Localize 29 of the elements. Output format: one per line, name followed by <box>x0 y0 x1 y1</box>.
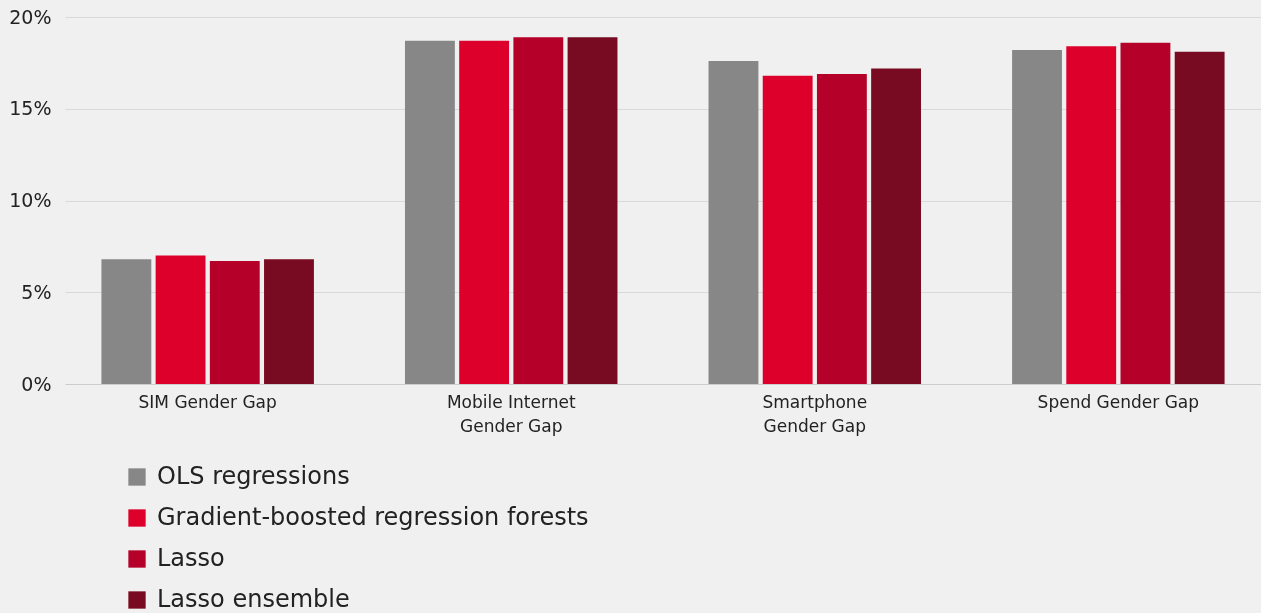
bar <box>264 259 314 384</box>
x-tick-label: Mobile Internet Gender Gap <box>446 391 576 436</box>
x-tick-label: Smartphone Gender Gap <box>762 391 868 436</box>
bar <box>708 61 759 384</box>
bar <box>155 255 206 384</box>
y-tick-label: 0% <box>21 372 52 395</box>
y-tick-label: 10% <box>9 189 52 211</box>
legend-label: OLS regressions <box>157 462 350 490</box>
x-tick-label: Spend Gender Gap <box>1037 391 1200 412</box>
bar <box>1012 50 1062 384</box>
y-tick-label: 5% <box>21 280 52 303</box>
bar <box>567 37 618 384</box>
legend-label: Lasso ensemble <box>157 585 350 613</box>
bar <box>816 73 867 384</box>
legend-label: Lasso <box>157 544 225 572</box>
bar <box>513 37 564 384</box>
y-tick-label: 20% <box>9 5 52 28</box>
bar <box>101 259 152 384</box>
bar <box>871 68 922 384</box>
bar <box>762 75 813 384</box>
bar <box>1120 42 1171 384</box>
bar <box>209 261 260 384</box>
x-tick-label: SIM Gender Gap <box>138 391 277 412</box>
bar <box>459 40 510 384</box>
bar <box>1066 46 1117 384</box>
y-tick-label: 15% <box>9 97 52 120</box>
bar <box>404 40 455 384</box>
bar <box>1174 51 1225 384</box>
legend-label: Gradient-boosted regression forests <box>157 503 589 531</box>
